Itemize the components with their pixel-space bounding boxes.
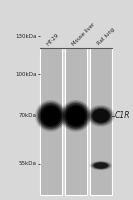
Ellipse shape [91,108,111,124]
Ellipse shape [94,163,108,169]
Ellipse shape [92,162,110,169]
Ellipse shape [65,104,87,127]
Ellipse shape [87,105,115,127]
Text: 130kDa: 130kDa [15,34,37,39]
Ellipse shape [92,109,110,123]
Ellipse shape [88,106,114,126]
Ellipse shape [63,103,89,129]
Text: C1R: C1R [115,111,130,120]
Ellipse shape [66,106,86,126]
Ellipse shape [66,106,86,126]
Ellipse shape [93,162,109,169]
Bar [65,48,87,195]
Ellipse shape [94,163,108,169]
Ellipse shape [36,101,65,130]
Ellipse shape [90,161,112,170]
Text: 55kDa: 55kDa [19,161,37,166]
Ellipse shape [90,107,112,125]
Text: Mouse liver: Mouse liver [71,21,96,46]
Ellipse shape [62,101,90,130]
Ellipse shape [41,106,61,126]
Ellipse shape [41,106,61,126]
Bar [90,48,112,195]
Ellipse shape [91,161,111,170]
Text: 70kDa: 70kDa [19,113,37,118]
Ellipse shape [60,100,92,132]
Ellipse shape [40,104,62,127]
Text: Rat lung: Rat lung [96,27,115,46]
Text: HT-29: HT-29 [46,32,60,46]
Ellipse shape [35,100,67,132]
Ellipse shape [38,103,64,129]
Ellipse shape [92,109,110,123]
Text: 100kDa: 100kDa [15,72,37,77]
Bar [40,48,62,195]
